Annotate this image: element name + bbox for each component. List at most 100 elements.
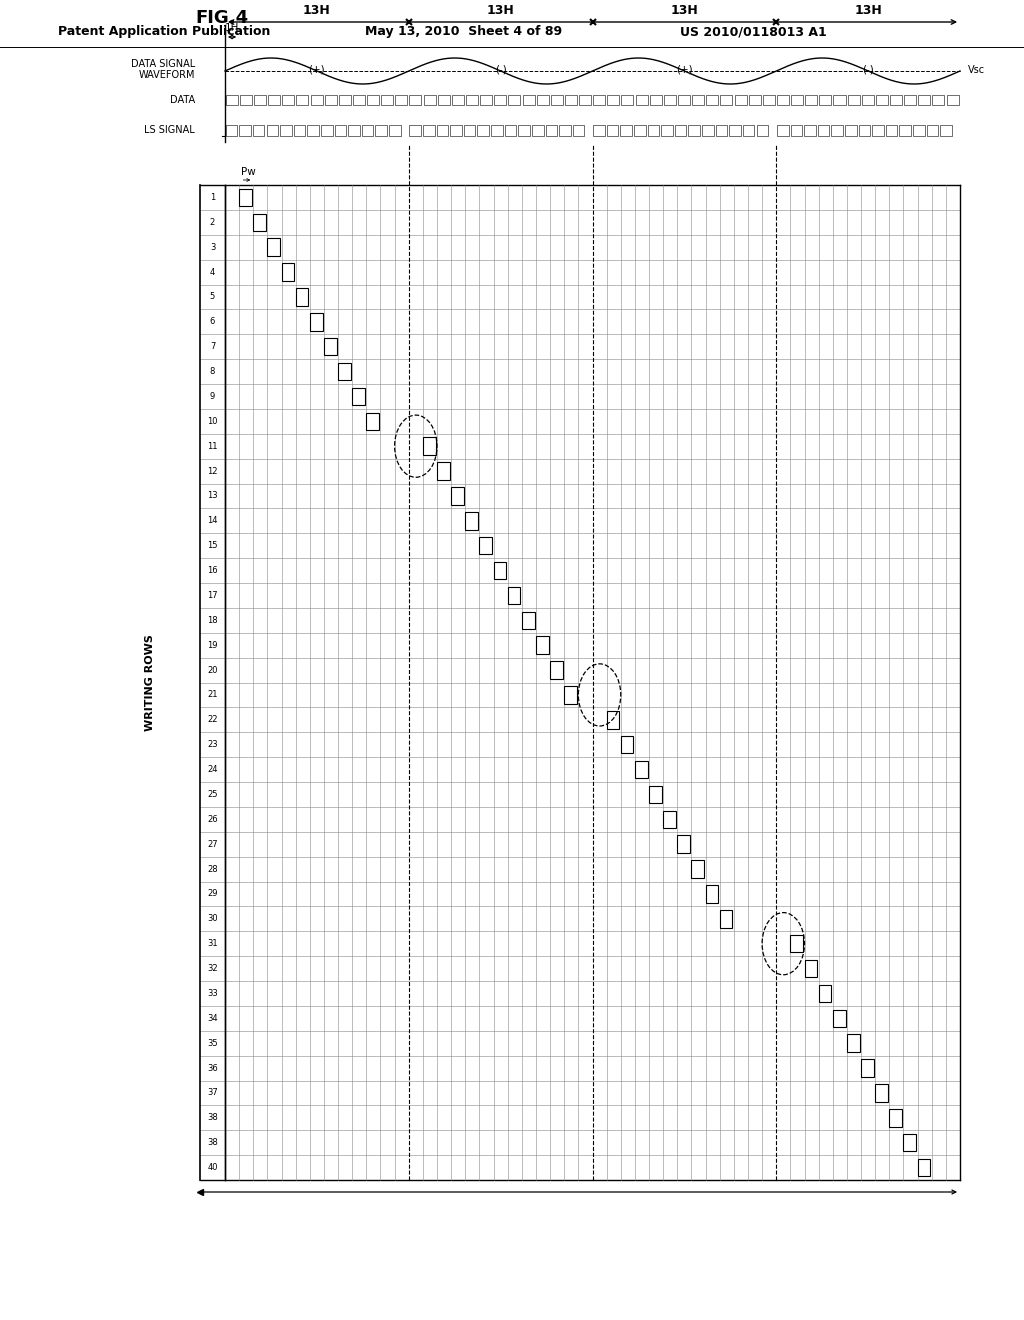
Bar [296, 288, 308, 306]
Text: 28: 28 [207, 865, 218, 874]
Bar [664, 810, 676, 828]
Bar [607, 124, 618, 136]
Text: 11: 11 [207, 442, 218, 450]
Bar [551, 95, 563, 106]
Bar [635, 760, 647, 779]
Text: 14: 14 [207, 516, 218, 525]
Bar [389, 124, 400, 136]
Bar [423, 124, 434, 136]
Bar [240, 124, 251, 136]
Bar [707, 95, 718, 106]
Bar [833, 1010, 846, 1027]
Bar [240, 189, 252, 206]
Text: DATA SIGNAL: DATA SIGNAL [131, 59, 195, 69]
Bar [918, 1159, 931, 1176]
Bar [536, 636, 549, 653]
Bar [321, 124, 333, 136]
Text: 26: 26 [207, 814, 218, 824]
Bar [480, 95, 493, 106]
Text: 7: 7 [210, 342, 215, 351]
Text: US 2010/0118013 A1: US 2010/0118013 A1 [680, 25, 826, 38]
Bar [804, 124, 816, 136]
Bar [495, 95, 506, 106]
Bar [636, 95, 647, 106]
Bar [946, 95, 958, 106]
Bar [395, 95, 408, 106]
Bar [702, 124, 714, 136]
Bar [324, 338, 337, 355]
Bar [940, 124, 952, 136]
Bar [477, 124, 489, 136]
Bar [805, 960, 817, 977]
Text: 13H: 13H [854, 4, 882, 17]
Text: 23: 23 [207, 741, 218, 750]
Bar [792, 95, 803, 106]
Bar [452, 487, 464, 504]
Bar [451, 124, 462, 136]
Bar [572, 124, 585, 136]
Bar [479, 537, 493, 554]
Text: 29: 29 [207, 890, 218, 899]
Text: 1H: 1H [225, 22, 240, 33]
Bar [734, 95, 746, 106]
Bar [919, 95, 931, 106]
Text: 24: 24 [207, 766, 218, 774]
Text: 32: 32 [207, 964, 218, 973]
Bar [848, 95, 859, 106]
Bar [361, 124, 374, 136]
Bar [494, 562, 506, 579]
Bar [325, 95, 337, 106]
Bar [367, 413, 379, 430]
Text: 15: 15 [207, 541, 218, 550]
Bar [518, 124, 529, 136]
Bar [606, 711, 620, 729]
Text: WAVEFORM: WAVEFORM [138, 70, 195, 81]
Bar [847, 1035, 859, 1052]
Text: 20: 20 [207, 665, 218, 675]
Text: 1: 1 [210, 193, 215, 202]
Bar [505, 124, 516, 136]
Bar [664, 95, 676, 106]
Bar [777, 95, 788, 106]
Bar [492, 124, 503, 136]
Bar [307, 124, 318, 136]
Text: 27: 27 [207, 840, 218, 849]
Bar [805, 95, 817, 106]
Bar [225, 124, 238, 136]
Bar [777, 124, 788, 136]
Bar [464, 124, 475, 136]
Bar [381, 95, 393, 106]
Text: 25: 25 [207, 789, 218, 799]
Bar [424, 95, 435, 106]
Bar [410, 95, 422, 106]
Text: 18: 18 [207, 616, 218, 624]
Bar [904, 95, 916, 106]
Text: 35: 35 [207, 1039, 218, 1048]
Bar [757, 124, 768, 136]
Text: 5: 5 [210, 293, 215, 301]
Bar [621, 737, 634, 754]
Bar [889, 1109, 902, 1126]
Bar [899, 124, 911, 136]
Text: 38: 38 [207, 1138, 218, 1147]
Bar [818, 985, 831, 1002]
Bar [647, 124, 659, 136]
Bar [845, 124, 856, 136]
Bar [819, 95, 831, 106]
Text: 38: 38 [207, 1113, 218, 1122]
Bar [559, 124, 570, 136]
Bar [522, 95, 535, 106]
Text: 3: 3 [210, 243, 215, 252]
Bar [742, 124, 755, 136]
Bar [376, 124, 387, 136]
Text: FIG.4: FIG.4 [195, 9, 248, 26]
Bar [522, 611, 535, 630]
Bar [281, 124, 292, 136]
Text: 21: 21 [207, 690, 218, 700]
Bar [580, 95, 591, 106]
Bar [913, 124, 925, 136]
Bar [872, 124, 884, 136]
Bar [607, 95, 620, 106]
Text: 33: 33 [207, 989, 218, 998]
Bar [861, 1060, 873, 1077]
